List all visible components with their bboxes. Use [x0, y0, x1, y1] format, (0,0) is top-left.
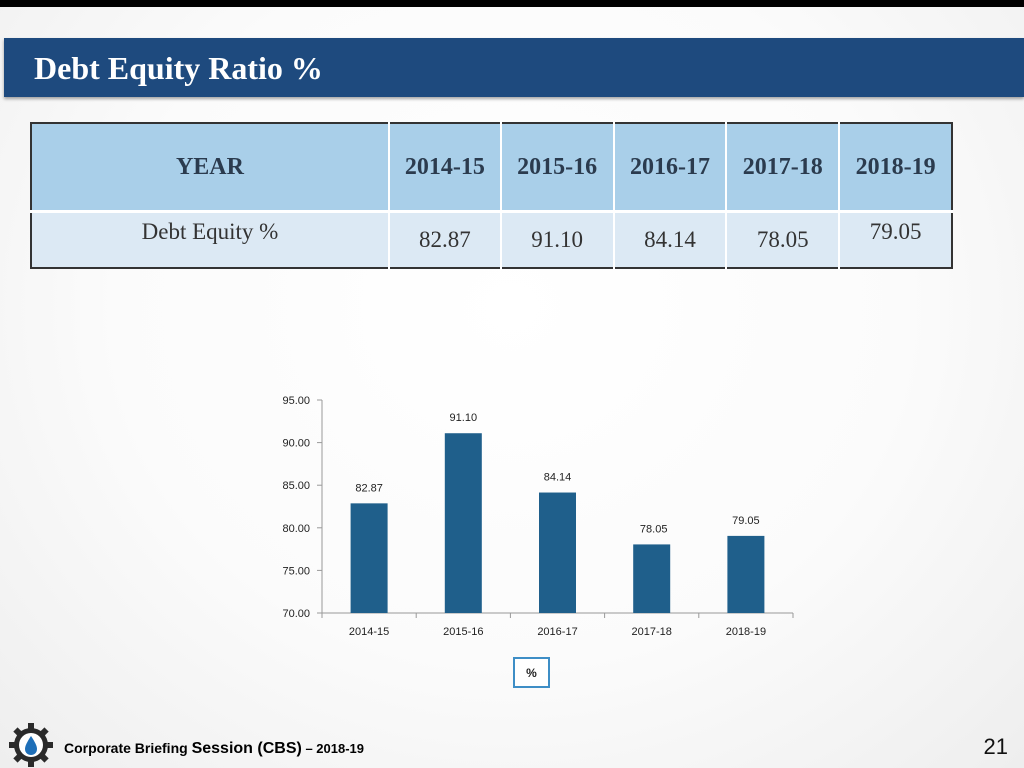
table-row-label: Debt Equity % — [31, 211, 390, 268]
y-tick-label: 85.00 — [282, 480, 310, 492]
data-label: 78.05 — [640, 523, 668, 535]
title-bar: Debt Equity Ratio % — [4, 38, 1024, 97]
footer-text-part1: Corporate Briefing — [64, 740, 192, 756]
y-tick-label: 80.00 — [282, 523, 310, 535]
table-cell: 84.14 — [613, 211, 728, 268]
debt-equity-table: YEAR 2014-15 2015-16 2016-17 2017-18 201… — [30, 122, 953, 269]
footer-text-part3: – 2018-19 — [301, 741, 364, 756]
table-cell: 91.10 — [500, 211, 615, 268]
data-label: 79.05 — [732, 515, 760, 527]
bar — [444, 433, 482, 613]
bar — [633, 544, 671, 613]
bar-chart: 70.00 75.00 80.00 85.00 90.00 95.00 2014-15 82.… — [260, 385, 820, 645]
bar — [727, 535, 765, 613]
data-label: 84.14 — [544, 472, 572, 484]
x-tick-label: 2018-19 — [726, 626, 766, 638]
slide-title: Debt Equity Ratio % — [34, 50, 323, 86]
bar — [539, 492, 576, 613]
footer-text-part2: Session (CBS) — [191, 740, 302, 757]
data-label: 82.87 — [355, 482, 383, 494]
legend-label: % — [526, 665, 537, 680]
x-tick-label: 2014-15 — [349, 626, 389, 638]
table-header-cell: 2017-18 — [726, 123, 841, 213]
table-header-cell: 2016-17 — [613, 123, 728, 213]
page-number: 21 — [983, 734, 1008, 759]
table-header-row: YEAR 2014-15 2015-16 2016-17 2017-18 201… — [31, 123, 952, 213]
y-tick-label: 70.00 — [282, 608, 310, 620]
data-label: 91.10 — [450, 412, 478, 424]
x-tick-label: 2015-16 — [443, 626, 483, 638]
bar-chart-svg: 70.00 75.00 80.00 85.00 90.00 95.00 2014-15 82.… — [282, 395, 794, 638]
x-tick-label: 2017-18 — [632, 626, 672, 638]
y-tick-label: 75.00 — [282, 565, 310, 577]
footer-text: Corporate Briefing Session (CBS) – 2018-… — [64, 740, 364, 758]
x-tick-label: 2016-17 — [537, 626, 577, 638]
table-row: Debt Equity % 82.87 91.10 84.14 78.05 79… — [31, 211, 952, 268]
table-header-cell: 2015-16 — [500, 123, 615, 213]
table-header-cell: 2014-15 — [388, 123, 502, 213]
y-tick-label: 95.00 — [282, 395, 310, 407]
top-border — [0, 0, 1024, 7]
table-cell: 82.87 — [388, 211, 502, 268]
table-cell: 78.05 — [726, 211, 841, 268]
table-cell: 79.05 — [839, 211, 952, 268]
table-header-cell: 2018-19 — [839, 123, 952, 213]
y-tick-label: 90.00 — [282, 438, 310, 450]
table-header-year: YEAR — [31, 123, 390, 213]
bar — [350, 503, 388, 613]
chart-legend: % — [513, 657, 550, 688]
gear-droplet-logo-icon — [9, 723, 53, 767]
